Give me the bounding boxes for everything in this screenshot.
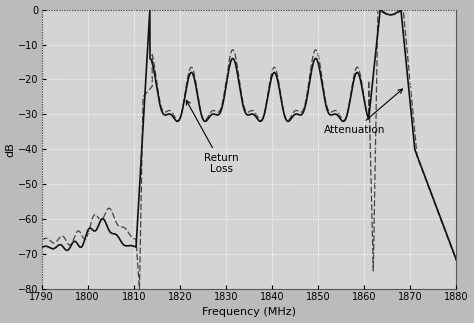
Y-axis label: dB: dB [6, 142, 16, 157]
Text: Attenuation: Attenuation [324, 89, 402, 135]
X-axis label: Frequency (MHz): Frequency (MHz) [202, 307, 296, 318]
Text: Return
Loss: Return Loss [186, 100, 238, 174]
